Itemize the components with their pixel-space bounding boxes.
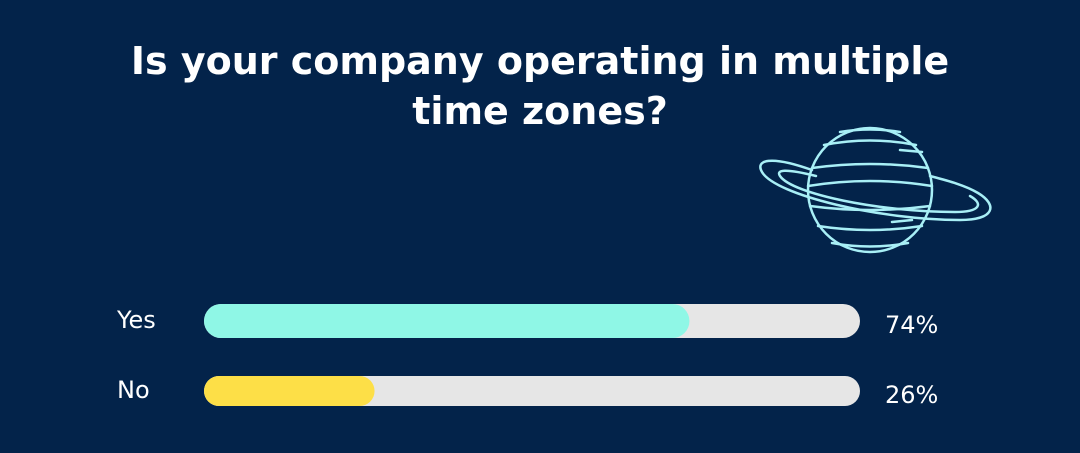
value-label: 74% <box>885 311 938 339</box>
bar <box>204 376 375 406</box>
chart-title: Is your company operating in multiple ti… <box>130 39 950 133</box>
value-label: 26% <box>885 381 938 409</box>
bar <box>204 304 690 338</box>
category-label: Yes <box>116 306 156 334</box>
planet-illustration <box>759 126 992 254</box>
category-label: No <box>117 376 150 404</box>
